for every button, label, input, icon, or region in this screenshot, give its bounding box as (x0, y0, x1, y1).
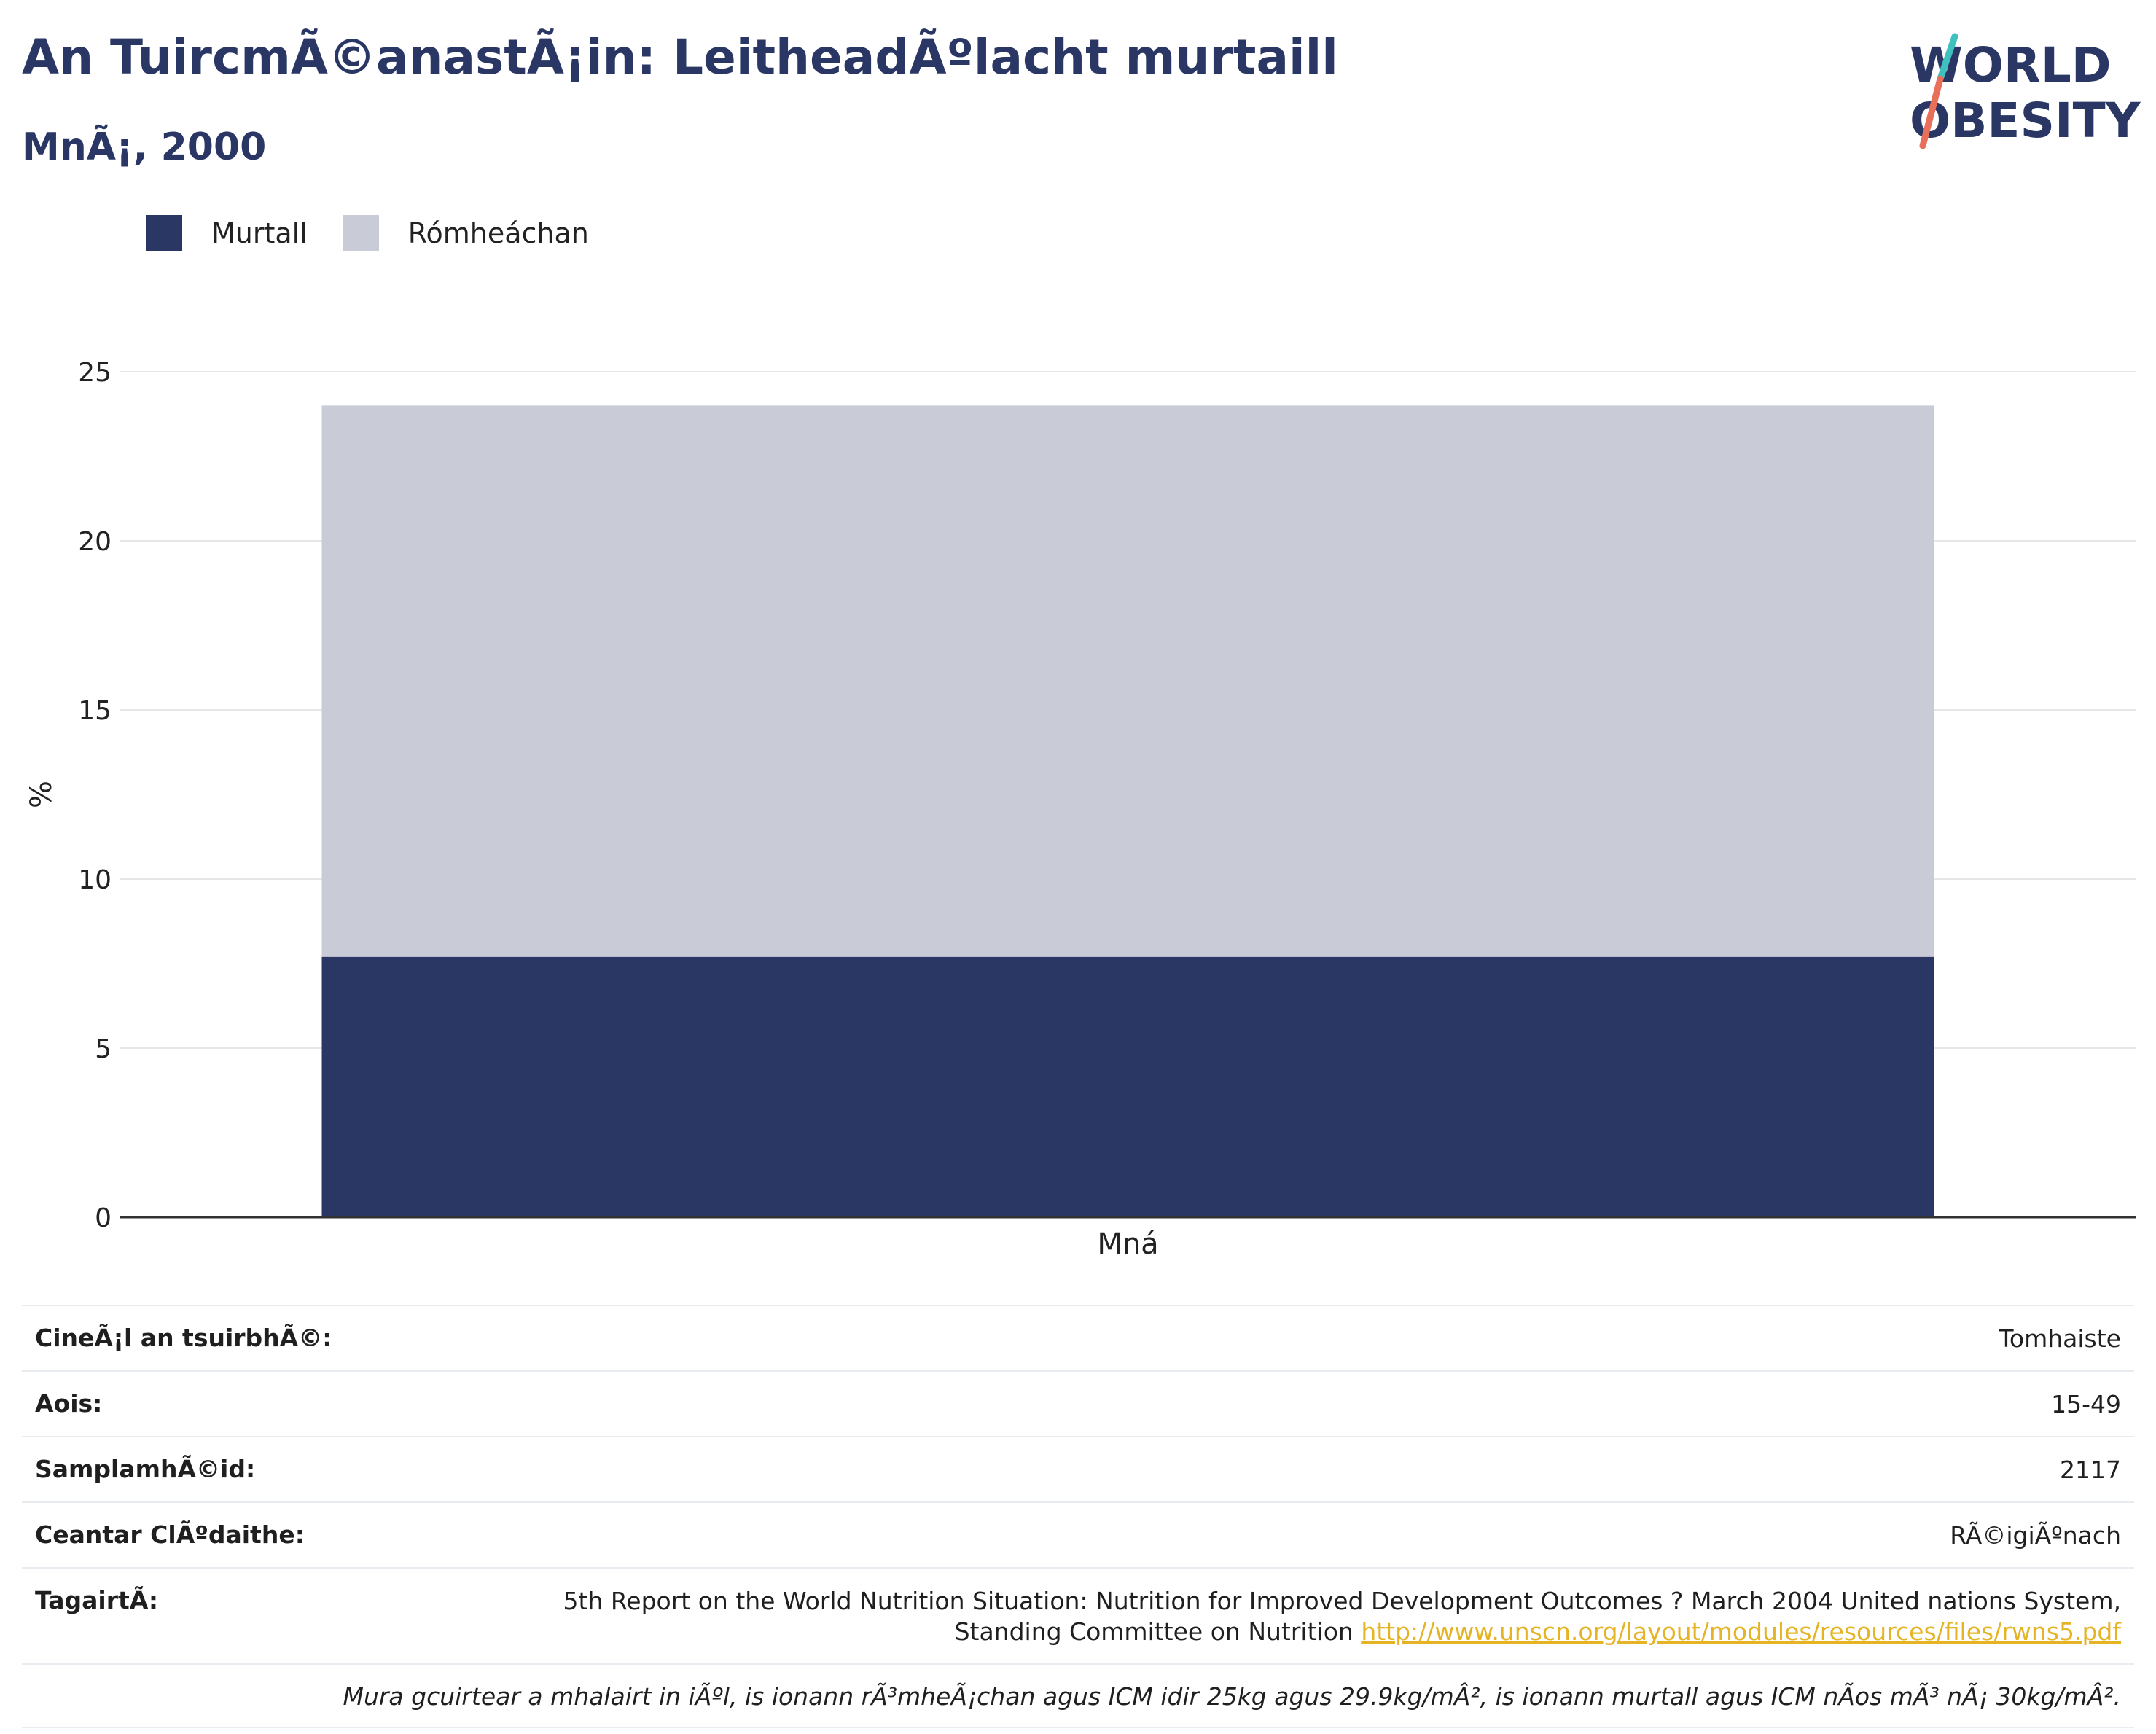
definition-note: Mura gcuirtear a mhalairt in iÃºl, is io… (22, 1663, 2134, 1728)
info-label-survey-type: CineÃ¡l an tsuirbhÃ©: (35, 1324, 332, 1352)
chart-title: An TuircmÃ©anastÃ¡in: LeitheadÃºlacht mu… (22, 29, 1338, 85)
y-axis-label: % (25, 781, 58, 808)
info-value-reference: 5th Report on the World Nutrition Situat… (481, 1586, 2121, 1647)
info-row-survey-type: CineÃ¡l an tsuirbhÃ©: Tomhaiste (22, 1305, 2134, 1370)
info-value-age: 15-49 (2051, 1390, 2121, 1418)
legend-item-overweight[interactable]: Rómheáchan (342, 215, 589, 251)
reference-text: 5th Report on the World Nutrition Situat… (563, 1587, 2121, 1646)
info-label-sample: SamplamhÃ©id: (35, 1455, 256, 1483)
logo-slash-coral (1919, 75, 1944, 149)
logo-slash-teal (1937, 33, 1958, 82)
info-label-reference: TagairtÃ: (35, 1586, 159, 1614)
y-tick-label: 20 (78, 527, 112, 557)
world-obesity-logo: WORLD OBESITY (1895, 29, 2143, 160)
info-label-age: Aois: (35, 1389, 103, 1418)
legend-swatch-obese (146, 215, 182, 251)
y-tick-label: 15 (78, 696, 112, 726)
bar-overweight[interactable] (321, 405, 1934, 957)
info-value-sample: 2117 (2060, 1456, 2121, 1484)
info-row-age: Aois: 15-49 (22, 1370, 2134, 1436)
info-row-reference: TagairtÃ: 5th Report on the World Nutrit… (22, 1567, 2134, 1663)
bar-obese[interactable] (321, 956, 1934, 1217)
legend-item-obese[interactable]: Murtall (146, 215, 308, 251)
bar-chart: 0 5 10 15 20 25% Mná (25, 358, 2136, 1261)
reference-link[interactable]: http://www.unscn.org/layout/modules/reso… (1361, 1617, 2121, 1646)
info-value-area: RÃ©igiÃºnach (1950, 1521, 2121, 1550)
info-value-survey-type: Tomhaiste (1999, 1324, 2121, 1353)
logo-word-obesity: OBESITY (1910, 93, 2141, 149)
survey-info-table: CineÃ¡l an tsuirbhÃ©: Tomhaiste Aois: 15… (22, 1305, 2134, 1728)
legend-label-overweight: Rómheáchan (407, 217, 589, 249)
y-tick-label: 25 (78, 358, 112, 388)
chart-legend: Murtall Rómheáchan (146, 215, 624, 251)
legend-label-obese: Murtall (211, 217, 308, 249)
info-label-area: Ceantar ClÃºdaithe: (35, 1520, 305, 1549)
y-tick-label: 0 (95, 1203, 112, 1233)
y-tick-label: 5 (95, 1034, 112, 1064)
x-tick-label: Mná (1097, 1227, 1158, 1261)
y-tick-label: 10 (78, 865, 112, 895)
chart-subtitle: MnÃ¡, 2000 (22, 125, 267, 169)
legend-swatch-overweight (342, 215, 379, 251)
info-row-area: Ceantar ClÃºdaithe: RÃ©igiÃºnach (22, 1501, 2134, 1567)
info-row-sample: SamplamhÃ©id: 2117 (22, 1436, 2134, 1501)
